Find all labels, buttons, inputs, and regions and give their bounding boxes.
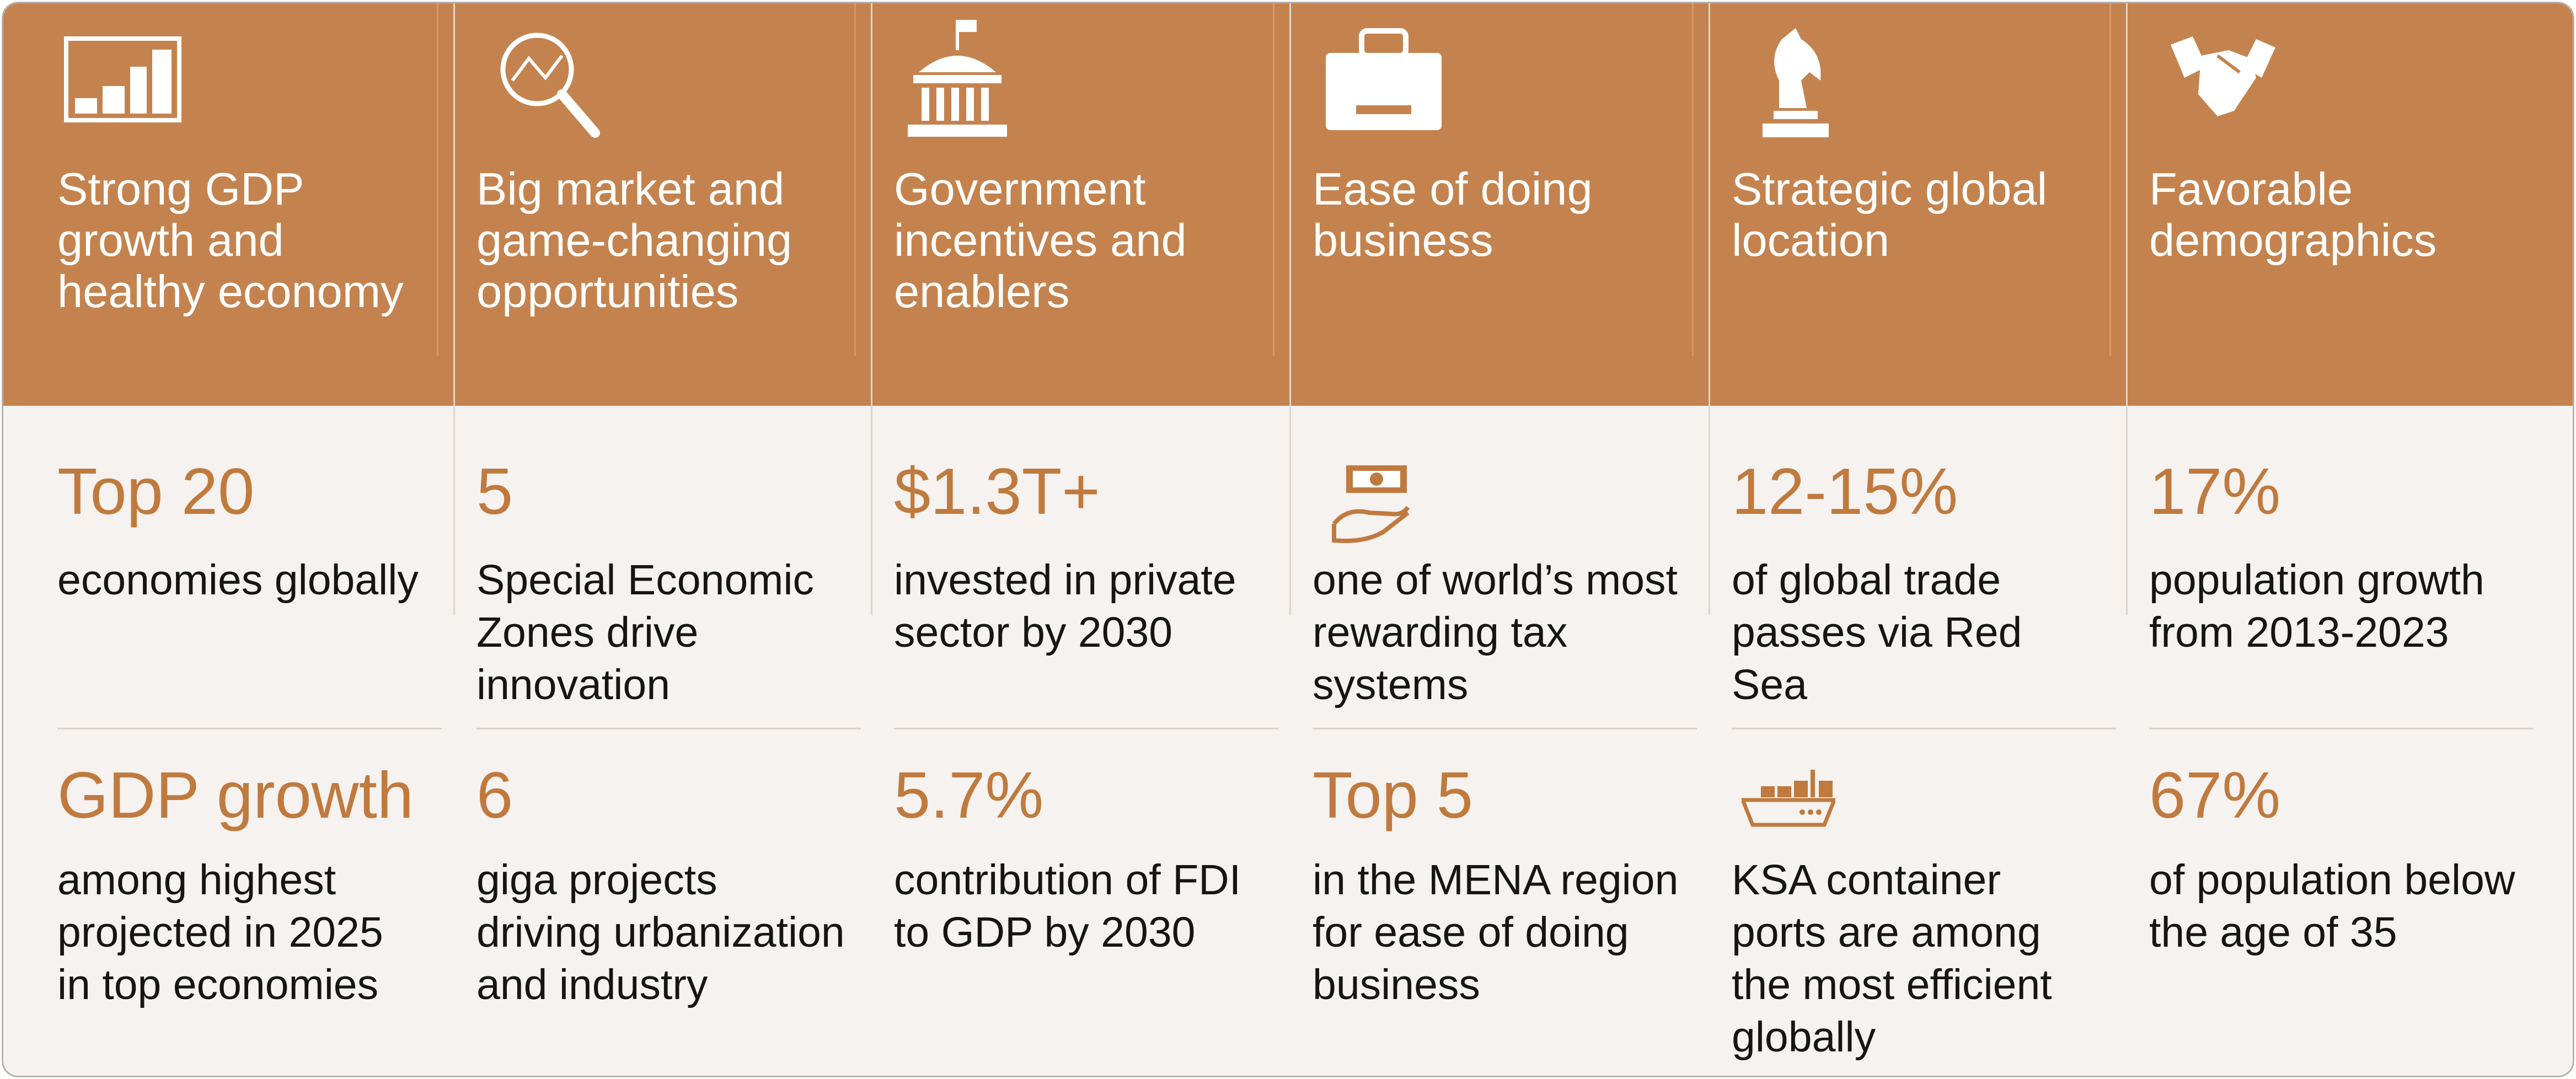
stat-value: 6 [476,759,513,832]
header-band [3,3,2573,406]
column-title: growth and [57,214,284,266]
stat-description: economies globally [57,556,419,604]
stat-description: for ease of doing [1313,909,1629,956]
stat-description: of global trade [1732,556,2001,604]
column-title: enablers [894,266,1070,317]
row-divider [1313,728,1697,729]
stat-description: to GDP by 2030 [894,909,1196,956]
briefcase-icon [1326,28,1442,130]
row-divider [2149,728,2534,729]
stat-description: the most efficient [1732,961,2052,1008]
stat-value: GDP growth [57,759,414,832]
money-hand-icon [1332,465,1410,543]
stat-value: 17% [2149,455,2281,528]
column-title: Strong GDP [57,163,304,214]
column-title: Government [894,163,1146,214]
column-divider [1273,3,1274,356]
stat-description: Special Economic [476,556,815,604]
stat-description: projected in 2025 [57,909,383,956]
column-title: location [1732,214,1890,266]
column-divider [1289,3,1291,615]
column-title: demographics [2149,214,2437,266]
column-divider [854,3,856,356]
row-divider [1732,728,2116,729]
stat-value: $1.3T+ [894,455,1100,528]
stat-description: and industry [476,961,708,1008]
column-divider [2126,3,2128,615]
search-icon [500,33,600,138]
column-divider [453,3,455,615]
stat-description: Sea [1732,661,1808,708]
handshake-icon [2171,36,2275,116]
stat-description: in the MENA region [1313,856,1679,904]
stat-description: of population below [2149,856,2515,904]
stat-description: in top economies [57,961,379,1008]
column-title: Favorable [2149,163,2353,214]
stat-description: driving urbanization [476,909,845,956]
stat-description: among highest [57,856,336,904]
column-title: Strategic global [1732,163,2048,214]
column-divider [2109,3,2111,356]
stat-description: contribution of FDI [894,856,1241,904]
chart-icon [64,36,181,122]
stat-value: 5.7% [894,759,1044,832]
row-divider [57,728,442,729]
stat-description: passes via Red [1732,609,2022,656]
stat-value: Top 20 [57,455,255,528]
ship-icon [1742,770,1835,827]
stat-description: systems [1313,661,1469,708]
column-title: business [1313,214,1493,266]
column-divider [871,3,872,615]
column-title: healthy economy [57,266,404,317]
stat-description: giga projects [476,856,717,904]
stat-value: Top 5 [1313,759,1474,832]
stat-description: the age of 35 [2149,909,2397,956]
column-divider [1692,3,1694,356]
stat-description: globally [1732,1013,1876,1061]
stat-description: innovation [476,661,671,708]
column-title: game-changing [476,214,792,266]
stat-description: sector by 2030 [894,609,1173,656]
stat-value: 67% [2149,759,2281,832]
row-divider [894,728,1278,729]
column-title: Big market and [476,163,785,214]
stat-description: KSA container [1732,856,2001,904]
column-title: opportunities [476,266,739,317]
stat-description: one of world’s most [1313,556,1678,604]
column-title: Ease of doing [1313,163,1593,214]
column-divider [1709,3,1710,615]
government-icon [908,20,1007,137]
stat-value: 5 [476,455,513,528]
stat-description: business [1313,961,1480,1008]
knight-icon [1763,28,1829,137]
column-divider [437,3,438,356]
stat-description: invested in private [894,556,1236,604]
stat-description: ports are among [1732,909,2041,956]
stat-description: Zones drive [476,609,699,656]
stat-description: from 2013-2023 [2149,609,2449,656]
row-divider [476,728,861,729]
stat-description: rewarding tax [1313,609,1568,656]
column-title: incentives and [894,214,1187,266]
stat-value: 12-15% [1732,455,1958,528]
stat-description: population growth [2149,556,2484,604]
